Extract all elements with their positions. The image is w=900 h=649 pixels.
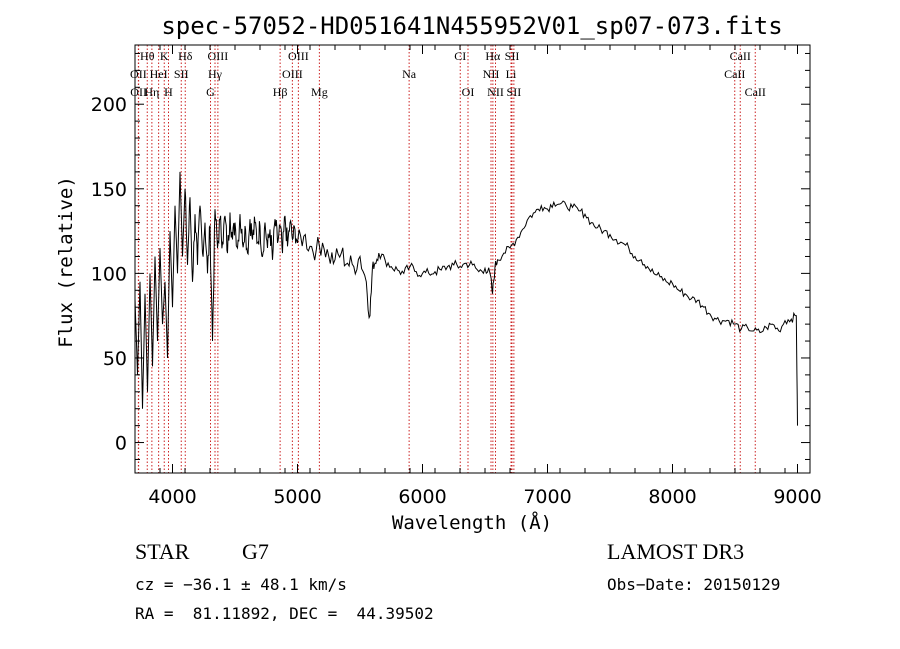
- spectral-line-label: Hγ: [208, 67, 223, 81]
- spectral-line-label: OIII: [288, 49, 309, 63]
- spectral-line-label: HeI: [150, 67, 168, 81]
- x-tick-label: 8000: [648, 486, 696, 508]
- spectral-line-label: Hδ: [178, 49, 193, 63]
- chart-title: spec-57052-HD051641N455952V01_sp07-073.f…: [161, 12, 782, 40]
- spectral-line-label: CaII: [745, 85, 766, 99]
- spectral-line-label: H: [164, 85, 173, 99]
- spectral-line-label: NII: [487, 85, 504, 99]
- y-tick-label: 0: [115, 433, 127, 455]
- spectral-line-label: SII: [507, 85, 522, 99]
- spectral-line-label: G: [206, 85, 215, 99]
- spectral-line-label: Mg: [311, 85, 328, 99]
- spectral-line-label: CaII: [730, 49, 751, 63]
- spectral-line-label: Hα: [485, 49, 501, 63]
- spectral-line-markers: [137, 45, 756, 473]
- object-subclass: G7: [242, 539, 269, 564]
- spectral-line-label: CaII: [724, 67, 745, 81]
- survey-name: LAMOST DR3: [607, 539, 745, 564]
- x-tick-label: 6000: [398, 486, 446, 508]
- plot-frame: [134, 44, 811, 474]
- y-tick-label: 50: [103, 348, 127, 370]
- x-tick-label: 4000: [148, 486, 196, 508]
- spectral-line-label: K: [160, 49, 169, 63]
- spectral-line-label: SII: [505, 49, 520, 63]
- y-tick-label: 200: [91, 94, 127, 116]
- spectral-line-label: Li: [506, 67, 517, 81]
- x-tick-label: 5000: [273, 486, 321, 508]
- spectral-line-label: SII: [174, 67, 189, 81]
- spectral-line-label: Hθ: [140, 49, 155, 63]
- spectral-line-label: OII: [130, 67, 147, 81]
- plot-axes: [134, 44, 811, 474]
- spectral-line-label: Hβ: [273, 85, 288, 99]
- spectral-line-label: Hη: [144, 85, 159, 99]
- observation-date: Obs−Date: 20150129: [607, 575, 781, 594]
- redshift-readout: cz = −36.1 ± 48.1 km/s: [135, 575, 347, 594]
- spectral-line-label: OIII: [282, 67, 303, 81]
- x-tick-label: 7000: [523, 486, 571, 508]
- x-axis-label: Wavelength (Å): [392, 511, 552, 534]
- spectral-line-labels: Hθ K Hδ OIII OIII CI Hα SII CaII OII HeI SII Hγ OIII N…: [130, 49, 766, 99]
- spectral-line-label: OI: [462, 85, 475, 99]
- y-axis-label: Flux (relative): [55, 176, 77, 348]
- spectral-line-label: OIII: [208, 49, 229, 63]
- spectral-line-label: NII: [483, 67, 500, 81]
- x-tick-label: 9000: [773, 486, 821, 508]
- coordinates-readout: RA = 81.11892, DEC = 44.39502: [135, 604, 434, 623]
- tick-labels: 4000 5000 6000 7000 8000 9000 0 50 100 150 200: [91, 94, 822, 508]
- object-class: STAR: [135, 539, 190, 564]
- y-tick-label: 100: [91, 263, 127, 285]
- y-tick-label: 150: [91, 179, 127, 201]
- spectral-line-label: OII: [130, 85, 147, 99]
- spectral-line-label: Na: [402, 67, 417, 81]
- flux-line: [134, 171, 798, 426]
- flux-series: [134, 171, 798, 426]
- spectral-line-label: CI: [454, 49, 466, 63]
